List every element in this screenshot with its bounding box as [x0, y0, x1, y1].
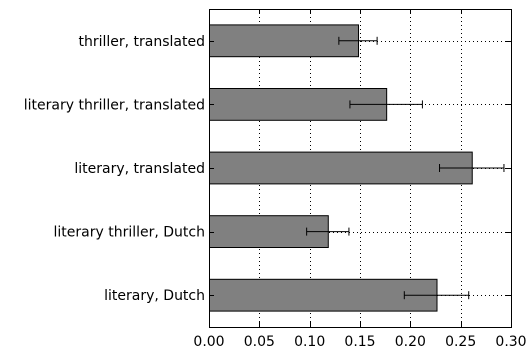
x-tick-label: 0.05 — [244, 334, 275, 350]
bar — [209, 24, 359, 58]
bar — [209, 151, 473, 185]
category-label: literary thriller, translated — [24, 97, 205, 113]
labels-layer: 0.00 0.05 0.10 0.15 0.20 0.25 0.30 thriller, tr… — [24, 34, 527, 350]
x-tick-label: 0.00 — [193, 334, 224, 350]
ticks-layer — [209, 9, 512, 327]
x-tick-label: 0.10 — [294, 334, 325, 350]
category-label: literary thriller, Dutch — [54, 225, 205, 241]
x-tick-label: 0.15 — [344, 334, 375, 350]
x-tick-label: 0.30 — [495, 334, 526, 350]
category-label: thriller, translated — [78, 34, 205, 50]
category-label: literary, translated — [74, 161, 205, 177]
bars-layer — [209, 24, 473, 312]
x-tick-label: 0.20 — [395, 334, 426, 350]
error-bars-layer — [306, 36, 505, 300]
bar — [209, 278, 438, 312]
x-tick-label: 0.25 — [445, 334, 476, 350]
category-label: literary, Dutch — [104, 288, 205, 304]
